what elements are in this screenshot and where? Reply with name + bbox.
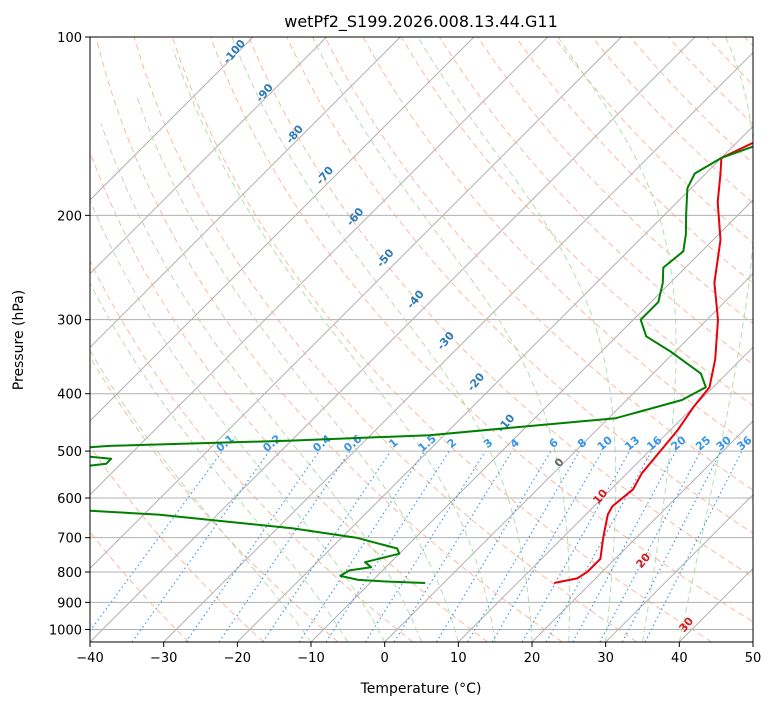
isotherm-line [384, 272, 753, 642]
profile-series [90, 141, 753, 584]
gridlines [90, 37, 753, 642]
y-tick-label: 200 [57, 209, 82, 224]
mixing-ratio-line [131, 450, 270, 642]
x-tick-label: 40 [671, 651, 688, 666]
isotherm-line [457, 346, 753, 642]
dry-adiabat-line [248, 37, 753, 578]
moist-adiabat-line [90, 349, 312, 642]
moist-adiabat-line [90, 199, 386, 642]
mixing-ratio-line [521, 450, 630, 642]
dry-adiabat-line [324, 37, 753, 491]
x-axis-ticks: −40 −30 −20 −10 0 10 20 30 40 50 [76, 642, 761, 666]
isotherm-line [90, 37, 549, 496]
y-axis-ticks: 100 200 300 400 500 600 700 800 900 1000 [49, 31, 90, 638]
isotherm-line [531, 420, 753, 642]
dry-adiabat-line [95, 37, 563, 642]
mixing-ratio-line [364, 450, 486, 642]
moist-adiabat-line [90, 281, 349, 642]
isotherm-line [90, 37, 622, 570]
mixing-ratio-line [185, 450, 320, 642]
x-tick-label: 30 [597, 651, 614, 666]
isotherm-line [236, 125, 753, 642]
isotherm-line [90, 37, 475, 422]
dry-adiabat-line [171, 37, 712, 642]
x-axis-label: Temperature (°C) [360, 681, 482, 697]
moist-adiabat-line [172, 49, 496, 642]
temperature-profile-line [553, 141, 753, 584]
x-tick-label: −30 [150, 651, 177, 666]
x-tick-label: 0 [381, 651, 389, 666]
y-tick-label: 600 [57, 492, 82, 507]
x-tick-label: −40 [76, 651, 103, 666]
dry-adiabat-line [210, 37, 753, 623]
mixing-ratio-line [467, 450, 580, 642]
y-tick-label: 700 [57, 532, 82, 547]
isotherm-line [90, 37, 696, 642]
moist-adiabat-line [312, 37, 570, 642]
x-tick-label: 50 [745, 651, 762, 666]
dry-adiabat-line [90, 259, 414, 642]
moist-adiabat-line [678, 37, 753, 642]
mixing-ratio-line [572, 450, 677, 642]
isotherm-line [163, 51, 753, 642]
x-tick-label: 10 [450, 651, 467, 666]
y-tick-label: 300 [57, 314, 82, 329]
dry-adiabat-line [90, 445, 264, 642]
y-tick-label: 1000 [49, 623, 82, 638]
y-tick-label: 400 [57, 388, 82, 403]
isotherm-line [605, 493, 753, 642]
y-axis-label: Pressure (hPa) [11, 290, 27, 390]
y-tick-label: 900 [57, 596, 82, 611]
dry-adiabat-line [133, 37, 638, 642]
background-isopleths [90, 37, 753, 642]
dry-adiabat-line [286, 37, 753, 534]
y-tick-label: 100 [57, 31, 82, 46]
isotherm-line [90, 37, 401, 349]
moist-adiabat-line [417, 37, 617, 642]
mixing-ratio-line [393, 450, 513, 642]
x-tick-label: −10 [297, 651, 324, 666]
x-tick-label: −20 [224, 651, 251, 666]
moist-adiabat-line [100, 123, 422, 642]
mixing-ratio-line [298, 450, 425, 642]
isotherm-line [90, 37, 328, 275]
moist-adiabat-line [135, 94, 459, 642]
dewpoint-profile-line [90, 145, 753, 584]
mixing-ratio-line [545, 450, 653, 642]
moist-adiabat-line [231, 37, 533, 642]
plot-area [90, 37, 753, 642]
mixing-ratio-label: 36 [735, 433, 755, 453]
moist-adiabat-line [557, 37, 677, 642]
plot-frame [89, 36, 754, 643]
mixing-ratio-line [435, 450, 552, 642]
y-tick-label: 500 [57, 445, 82, 460]
chart-title: wetPf2_S199.2026.008.13.44.G11 [284, 12, 558, 32]
y-tick-label: 800 [57, 566, 82, 581]
mixing-ratio-line [491, 450, 603, 642]
x-tick-label: 20 [524, 651, 541, 666]
dry-adiabat-line [515, 37, 753, 284]
